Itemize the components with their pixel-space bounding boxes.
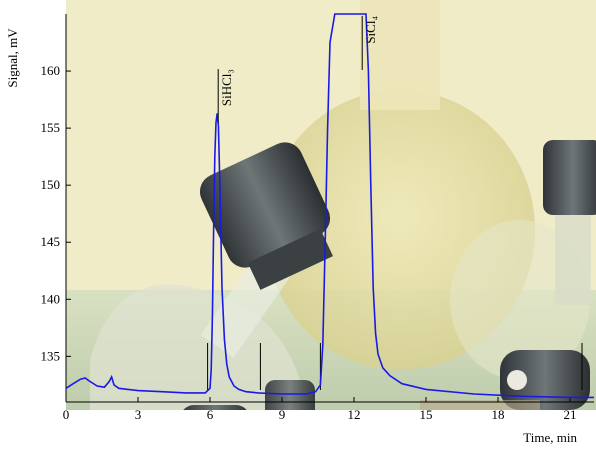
x-tick-label-7: 21: [564, 407, 577, 422]
y-tick-label-0: 135: [41, 348, 61, 363]
labels: SiHCl₃ SiCl₄: [217, 16, 378, 124]
y-tick-label-2: 145: [41, 234, 61, 249]
axes: [65, 14, 594, 403]
y-axis-label: Signal, mV: [5, 28, 20, 88]
y-tick-label-5: 160: [41, 63, 61, 78]
x-tick-label-3: 9: [279, 407, 286, 422]
y-tick-label-1: 140: [41, 291, 61, 306]
ticks: 0 3 6 9 12 15 18 21 135 140 145 150 155 160: [41, 63, 577, 422]
x-tick-label-6: 18: [492, 407, 505, 422]
peak-label-1: SiCl₄: [363, 16, 378, 44]
x-tick-label-4: 12: [348, 407, 361, 422]
x-axis-label: Time, min: [523, 430, 577, 445]
x-tick-label-1: 3: [135, 407, 142, 422]
y-tick-label-3: 150: [41, 177, 61, 192]
y-tick-label-4: 155: [41, 120, 61, 135]
signal-trace: [65, 13, 594, 399]
peak-label-0: SiHCl₃: [219, 69, 234, 106]
x-tick-label-2: 6: [207, 407, 214, 422]
x-tick-label-5: 15: [420, 407, 433, 422]
integration-marks: [207, 343, 583, 390]
x-tick-label-0: 0: [63, 407, 70, 422]
